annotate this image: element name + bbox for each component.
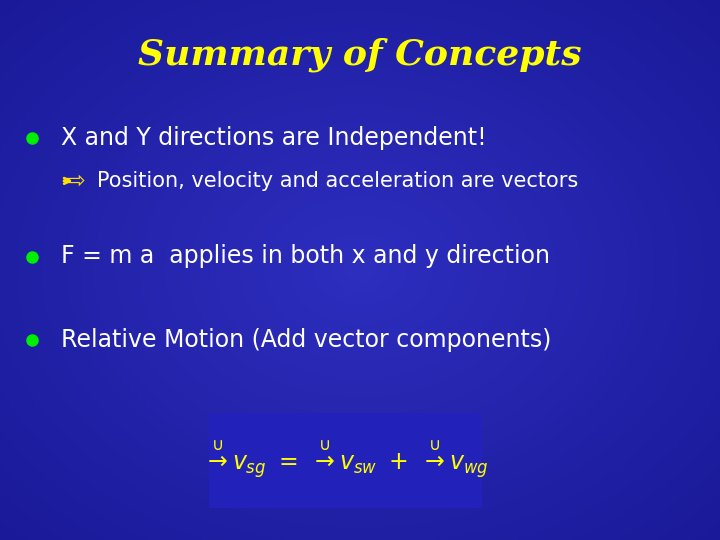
Text: F = m a  applies in both x and y direction: F = m a applies in both x and y directio…: [61, 245, 550, 268]
Bar: [209, 413, 482, 508]
Text: Position, velocity and acceleration are vectors: Position, velocity and acceleration are …: [97, 171, 578, 191]
Text: Relative Motion (Add vector components): Relative Motion (Add vector components): [61, 328, 552, 352]
Text: $\overset{\cup}{\rightarrow}v_{sg}\ =\ \overset{\cup}{\rightarrow}v_{sw}\ +\ \ov: $\overset{\cup}{\rightarrow}v_{sg}\ =\ \…: [203, 440, 488, 481]
Text: X and Y directions are Independent!: X and Y directions are Independent!: [61, 126, 487, 150]
Text: Summary of Concepts: Summary of Concepts: [138, 38, 582, 72]
Text: ⇨: ⇨: [65, 169, 84, 193]
